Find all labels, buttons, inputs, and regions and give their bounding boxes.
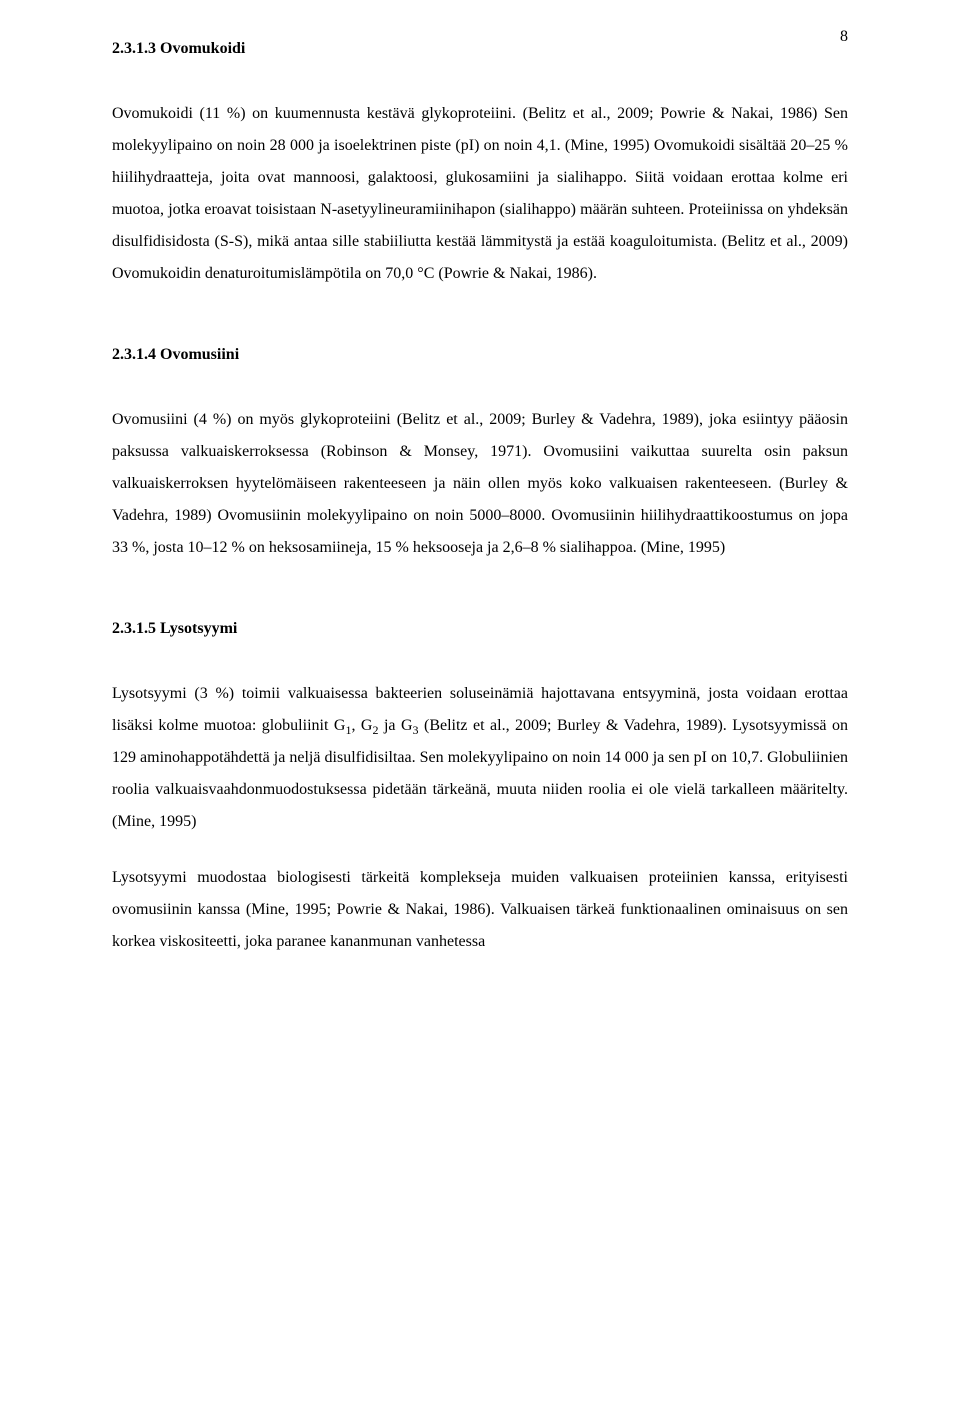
- document-page: 8 2.3.1.3 Ovomukoidi Ovomukoidi (11 %) o…: [0, 0, 960, 1425]
- paragraph: Ovomukoidi (11 %) on kuumennusta kestävä…: [112, 98, 848, 290]
- paragraph: Lysotsyymi (3 %) toimii valkuaisessa bak…: [112, 678, 848, 838]
- paragraph: Lysotsyymi muodostaa biologisesti tärkei…: [112, 862, 848, 958]
- section-heading-ovomukoidi: 2.3.1.3 Ovomukoidi: [112, 40, 848, 58]
- section-heading-lysotsyymi: 2.3.1.5 Lysotsyymi: [112, 620, 848, 638]
- page-number: 8: [840, 28, 848, 46]
- section-heading-ovomusiini: 2.3.1.4 Ovomusiini: [112, 346, 848, 364]
- text-run: ja G: [378, 717, 412, 734]
- text-run: , G: [351, 717, 372, 734]
- paragraph: Ovomusiini (4 %) on myös glykoproteiini …: [112, 404, 848, 564]
